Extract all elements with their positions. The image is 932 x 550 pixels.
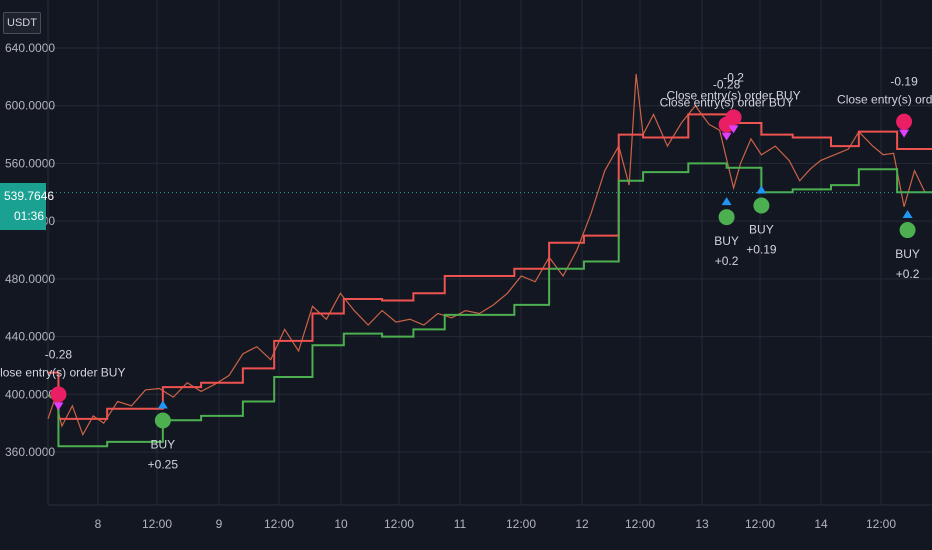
close-marker-icon xyxy=(896,113,913,130)
x-tick-label: 12:00 xyxy=(745,517,775,531)
close-label: Close entry(s) order BUY xyxy=(660,96,794,110)
y-tick-label: 480.0000 xyxy=(5,272,55,286)
x-tick-label: 12:00 xyxy=(142,517,172,531)
buy-label: BUY xyxy=(895,247,920,261)
x-tick-label: 13 xyxy=(695,517,709,531)
quote-unit-badge[interactable]: USDT xyxy=(3,12,41,34)
buy-marker-icon xyxy=(753,197,770,214)
buy-signal: BUY +0.25 xyxy=(148,400,179,472)
close-signal: Close entry(s) order BUY -0.19 xyxy=(837,75,932,138)
y-tick-label: 400.0000 xyxy=(5,387,55,401)
x-tick-label: 10 xyxy=(334,517,348,531)
buy-qty: +0.25 xyxy=(148,458,179,472)
y-tick-label: 640.0000 xyxy=(5,41,55,55)
buy-qty: +0.19 xyxy=(746,243,777,257)
buy-qty: +0.2 xyxy=(896,267,920,281)
close-qty: -0.19 xyxy=(890,75,918,89)
upper-band-series xyxy=(48,113,932,420)
x-tick-label: 12:00 xyxy=(625,517,655,531)
buy-marker-icon xyxy=(718,209,735,226)
buy-qty: +0.2 xyxy=(715,254,739,268)
close-qty: -0.28 xyxy=(713,78,741,92)
buy-marker-icon xyxy=(154,412,171,429)
close-arrow-icon xyxy=(899,129,910,138)
x-tick-label: 11 xyxy=(454,517,467,531)
close-arrow-icon xyxy=(53,402,64,411)
x-tick-label: 12:00 xyxy=(866,517,896,531)
x-tick-label: 9 xyxy=(216,517,223,531)
close-qty: -0.2 xyxy=(723,70,744,84)
x-tick-label: 12:00 xyxy=(264,517,294,531)
x-tick-label: 14 xyxy=(814,517,828,531)
y-tick-label: 560.0000 xyxy=(5,156,55,170)
close-signal: Close entry(s) order BUY -0.28 xyxy=(0,347,125,411)
buy-arrow-icon xyxy=(157,400,168,409)
close-label: Close entry(s) order BUY xyxy=(0,365,125,379)
x-tick-label: 8 xyxy=(95,517,102,531)
y-tick-label: 440.0000 xyxy=(5,330,55,344)
buy-label: BUY xyxy=(714,234,739,248)
x-tick-label: 12:00 xyxy=(506,517,536,531)
close-marker-icon xyxy=(50,386,67,403)
grid: 360.0000400.0000440.0000480.0000520.0000… xyxy=(5,0,932,531)
y-tick-label: 360.0000 xyxy=(5,445,55,459)
buy-signal: BUY +0.19 xyxy=(746,185,777,257)
buy-label: BUY xyxy=(749,223,774,237)
buy-label: BUY xyxy=(150,438,175,452)
buy-arrow-icon xyxy=(756,185,767,194)
lower-band-series xyxy=(48,162,932,448)
close-marker-icon xyxy=(725,109,742,126)
close-qty: -0.28 xyxy=(45,347,73,361)
close-arrow-icon xyxy=(721,132,732,141)
x-tick-label: 12 xyxy=(575,517,589,531)
last-price-tag: 539.7646 01:36 xyxy=(0,183,55,230)
close-signal: Close entry(s) order BUY -0.2 xyxy=(667,70,801,134)
bar-countdown: 01:36 xyxy=(14,209,45,223)
buy-arrow-icon xyxy=(721,197,732,206)
close-arrow-icon xyxy=(728,125,739,134)
close-label: Close entry(s) order BUY xyxy=(667,88,801,102)
last-price-value: 539.7646 xyxy=(4,189,55,203)
price-series xyxy=(47,73,926,437)
x-tick-label: 12:00 xyxy=(384,517,414,531)
buy-signal: BUY +0.2 xyxy=(714,197,739,268)
close-label: Close entry(s) order BUY xyxy=(837,93,932,107)
y-tick-label: 600.0000 xyxy=(5,99,55,113)
buy-marker-icon xyxy=(899,222,916,239)
close-signal: Close entry(s) order BUY -0.28 xyxy=(660,78,794,141)
buy-arrow-icon xyxy=(902,210,913,219)
buy-signal: BUY +0.2 xyxy=(895,210,920,281)
